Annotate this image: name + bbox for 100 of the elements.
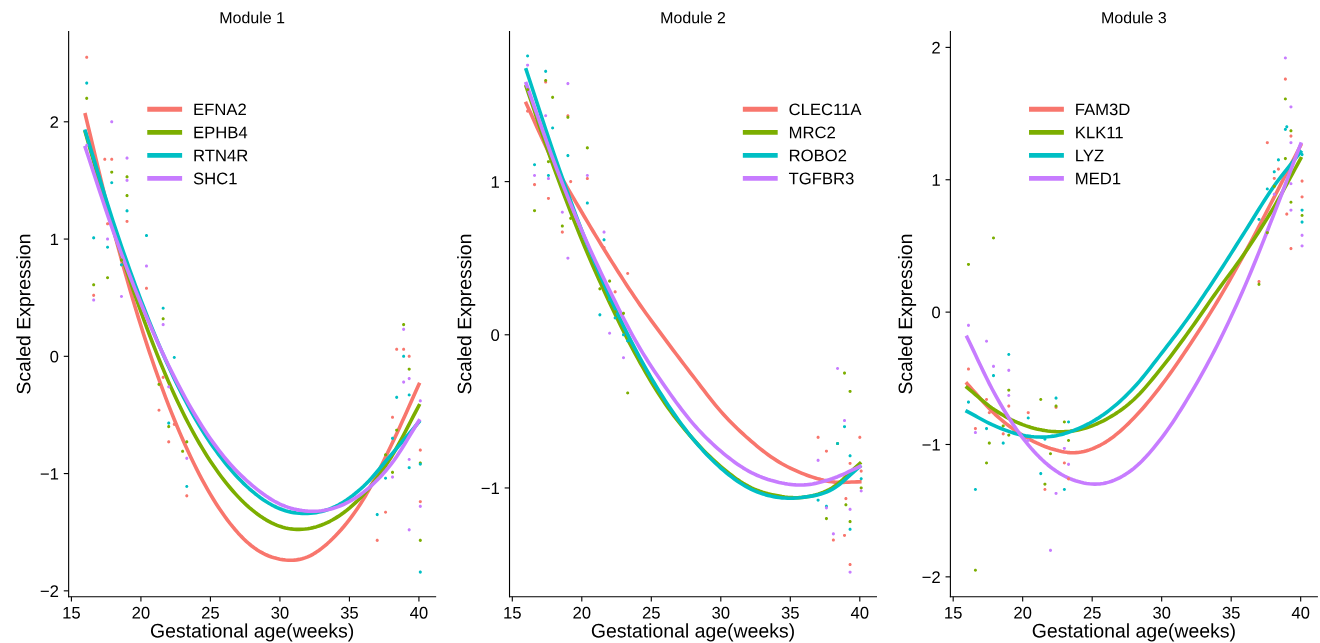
- point: [390, 436, 395, 440]
- point: [842, 533, 847, 537]
- point: [418, 500, 422, 504]
- legend-label: EPHB4: [194, 126, 248, 139]
- point: [1001, 441, 1005, 445]
- x-tick-label: 15: [504, 607, 521, 619]
- x-tick-label: 20: [1014, 606, 1032, 619]
- x-tick-label: 40: [410, 606, 428, 619]
- legend-label: FAM3D: [1076, 103, 1130, 116]
- y-tick-label: 0: [932, 306, 941, 319]
- point: [1283, 157, 1287, 161]
- x-axis-title: Gestational age(weeks): [591, 623, 794, 642]
- point: [1067, 420, 1071, 424]
- point: [402, 323, 406, 327]
- legend-label: TGFBR3: [788, 172, 854, 185]
- legend-label: ROBO2: [789, 149, 847, 162]
- x-tick-label: 30: [712, 606, 730, 619]
- y-tick-label: 1: [932, 174, 940, 186]
- point: [144, 264, 149, 268]
- y-tick-label: −1: [40, 468, 59, 480]
- x-tick-label: 35: [781, 606, 799, 619]
- point: [560, 210, 564, 214]
- y-tick-label: −2: [922, 571, 940, 583]
- point: [1285, 212, 1289, 216]
- x-tick-label: 35: [340, 606, 358, 619]
- point: [966, 262, 971, 267]
- point: [1272, 184, 1276, 188]
- legend-label: SHC1: [193, 172, 237, 185]
- point: [125, 219, 129, 224]
- y-tick-label: 2: [50, 116, 59, 128]
- x-tick-label: 35: [1222, 606, 1240, 619]
- point: [532, 183, 537, 187]
- point: [110, 120, 114, 124]
- point: [613, 310, 617, 314]
- y-tick-label: −1: [481, 482, 499, 494]
- point: [526, 54, 530, 58]
- point: [395, 395, 399, 399]
- point: [1285, 125, 1289, 129]
- point: [1283, 56, 1287, 60]
- point: [966, 323, 971, 327]
- point: [1062, 487, 1066, 492]
- point: [585, 177, 589, 181]
- point: [418, 504, 422, 508]
- point: [1265, 231, 1269, 235]
- point: [1007, 433, 1011, 437]
- point: [842, 419, 847, 423]
- point: [551, 126, 555, 130]
- point: [390, 470, 395, 474]
- point: [157, 382, 161, 387]
- point: [402, 354, 406, 358]
- legend-label: KLK11: [1076, 126, 1123, 139]
- point: [1289, 105, 1293, 109]
- point: [598, 313, 602, 317]
- point: [1048, 548, 1053, 552]
- point: [546, 177, 550, 181]
- y-tick-label: 1: [50, 233, 59, 246]
- x-tick-label: 25: [201, 606, 219, 619]
- y-axis-title: Scaled Expression: [457, 234, 476, 394]
- point: [92, 298, 96, 302]
- point: [585, 173, 589, 178]
- point: [1283, 127, 1287, 132]
- point: [110, 157, 114, 161]
- point: [1289, 134, 1293, 138]
- point: [1272, 170, 1276, 174]
- point: [987, 411, 991, 415]
- point: [984, 397, 989, 402]
- point: [167, 385, 171, 389]
- y-axis-title: Scaled Expression: [16, 234, 35, 394]
- chart-title: Module 3: [1102, 11, 1167, 24]
- point: [966, 367, 971, 371]
- chart-title: Module 1: [220, 11, 285, 24]
- legend-label: MRC2: [789, 126, 835, 139]
- point: [110, 181, 114, 185]
- point: [85, 143, 89, 147]
- point: [402, 347, 406, 351]
- point: [1054, 491, 1058, 496]
- point: [973, 431, 977, 435]
- legend-label: EFNA2: [194, 103, 246, 116]
- point: [85, 96, 89, 100]
- x-axis-title: Gestational age(weeks): [150, 623, 354, 642]
- point: [1067, 462, 1071, 466]
- point: [110, 170, 114, 174]
- x-tick-label: 15: [945, 607, 962, 619]
- y-tick-label: 2: [932, 41, 940, 54]
- y-axis-title: Scaled Expression: [897, 234, 917, 394]
- legend-label: CLEC11A: [789, 103, 862, 116]
- chart-title: Module 2: [661, 11, 726, 24]
- point: [973, 427, 977, 431]
- point: [546, 196, 550, 201]
- point: [418, 538, 422, 542]
- point: [859, 477, 863, 481]
- legend-label: RTN4R: [194, 149, 248, 162]
- point: [144, 233, 149, 238]
- point: [532, 173, 537, 178]
- x-axis-title: Gestational age(weeks): [1032, 623, 1235, 642]
- point: [569, 216, 573, 220]
- x-tick-label: 40: [1291, 606, 1310, 619]
- x-tick-label: 30: [271, 606, 289, 619]
- point: [598, 287, 602, 291]
- x-tick-label: 15: [63, 607, 80, 619]
